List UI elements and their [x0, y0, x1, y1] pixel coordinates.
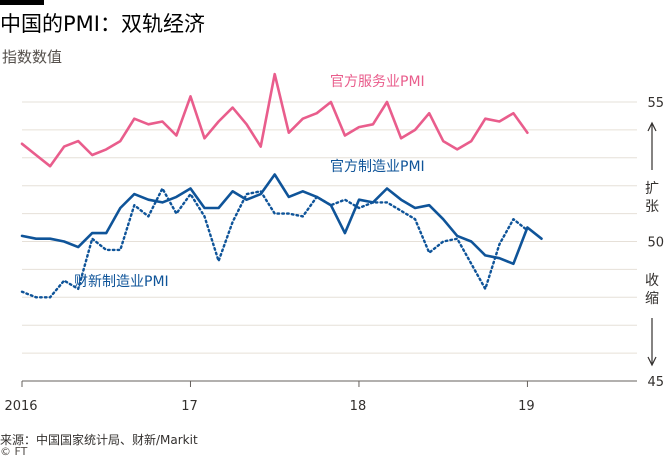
contract-label: 收缩 — [645, 273, 659, 307]
caixin-manufacturing-line — [20, 187, 529, 299]
x-tick-label: 17 — [181, 399, 198, 414]
caixin-manufacturing-label: 财新制造业PMI — [74, 274, 169, 290]
credit-note: © FT — [0, 445, 28, 458]
source-note: 来源：中国国家统计局、财新/Markit — [0, 433, 198, 447]
chart-title: 中国的PMI：双轨经济 — [0, 12, 205, 36]
series-labels: 官方服务业PMI 官方制造业PMI 财新制造业PMI — [74, 74, 425, 290]
y-tick-label: 55 — [647, 96, 664, 111]
expand-label-char: 扩 — [645, 181, 659, 197]
contract-arrow-head — [647, 356, 657, 367]
x-tick-label: 2016 — [4, 399, 37, 414]
grid — [22, 101, 637, 354]
expand-arrow-head — [647, 121, 657, 132]
series-lines — [20, 72, 543, 299]
x-tick-label: 18 — [350, 399, 367, 414]
y-tick-label: 45 — [647, 375, 664, 390]
brand-accent-bar — [0, 0, 44, 5]
chart-subtitle: 指数数值 — [2, 48, 63, 66]
official-manufacturing-label: 官方制造业PMI — [330, 159, 425, 175]
contract-label-char: 缩 — [645, 291, 659, 307]
services-label: 官方服务业PMI — [330, 74, 425, 90]
services-line — [20, 72, 529, 168]
official-manufacturing-line — [20, 173, 543, 266]
expand-label-char: 张 — [645, 199, 659, 215]
expand-label: 扩张 — [645, 181, 659, 215]
contract-label-char: 收 — [645, 273, 659, 289]
y-tick-label: 50 — [647, 236, 664, 251]
x-tick-label: 19 — [518, 399, 535, 414]
